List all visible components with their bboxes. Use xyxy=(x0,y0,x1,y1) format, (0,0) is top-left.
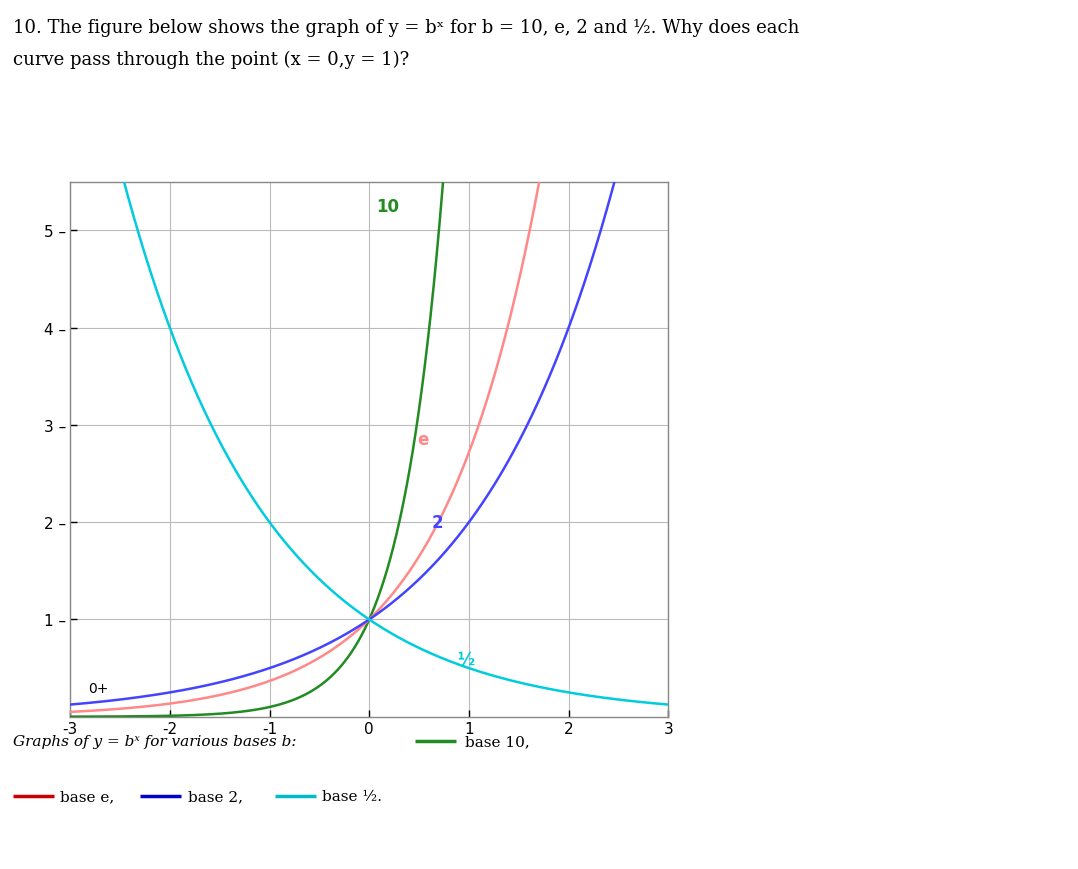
Text: curve pass through the point (x = 0,y = 1)?: curve pass through the point (x = 0,y = … xyxy=(13,50,410,69)
Text: ½: ½ xyxy=(457,650,474,667)
Text: base e,: base e, xyxy=(60,789,114,803)
Text: 10. The figure below shows the graph of y = bˣ for b = 10, e, 2 and ½. Why does : 10. The figure below shows the graph of … xyxy=(13,19,799,37)
Text: base 2,: base 2, xyxy=(188,789,243,803)
Text: base 10,: base 10, xyxy=(465,734,529,748)
Text: base ½.: base ½. xyxy=(322,789,383,803)
Text: 0+: 0+ xyxy=(88,681,109,695)
Text: e: e xyxy=(417,431,428,449)
Text: 10: 10 xyxy=(376,198,399,216)
Text: 2: 2 xyxy=(432,514,444,532)
Text: Graphs of y = bˣ for various bases b:: Graphs of y = bˣ for various bases b: xyxy=(13,734,296,748)
